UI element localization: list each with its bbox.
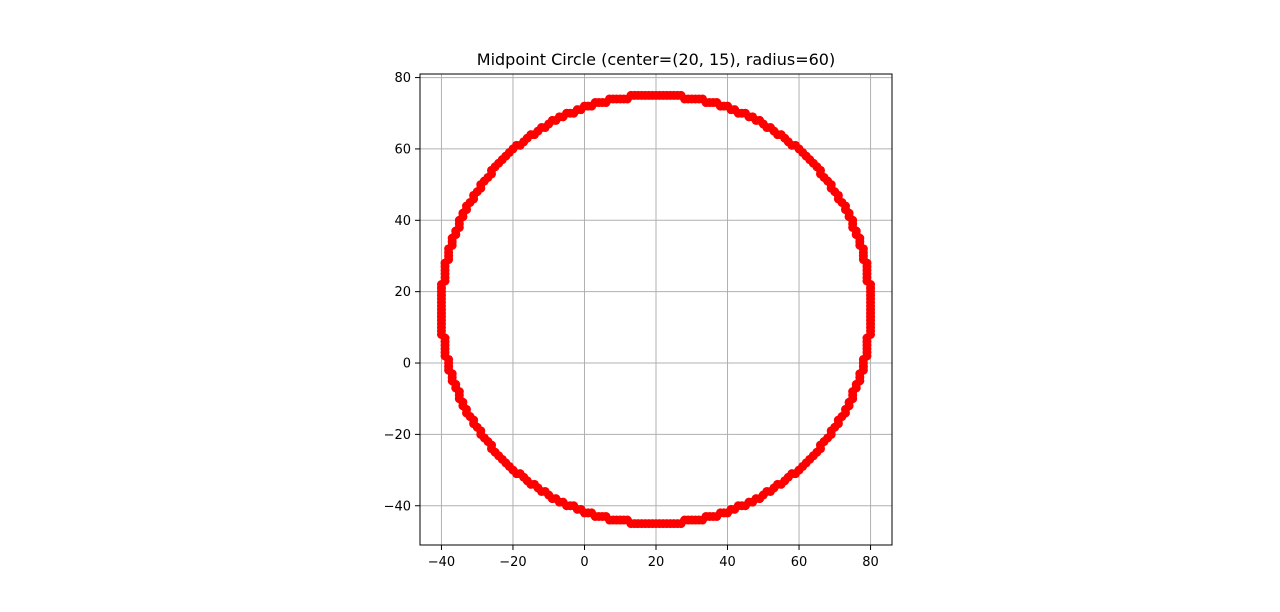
data-point [501, 458, 511, 468]
x-tick-label: −20 [499, 555, 526, 570]
grid-lines [420, 74, 892, 545]
y-tick-label: 60 [394, 142, 411, 157]
x-tick-label: −40 [428, 555, 455, 570]
x-tick-label: 40 [719, 555, 736, 570]
data-points [436, 90, 876, 529]
data-point [497, 155, 507, 165]
y-tick-label: 0 [403, 357, 411, 372]
x-tick-label: 60 [791, 555, 808, 570]
y-tick-label: 20 [394, 285, 411, 300]
y-tick-label: −40 [384, 499, 411, 514]
x-tick-label: 0 [580, 555, 588, 570]
axis-ticks: −40 −20 0 20 40 60 80 −40 −20 0 20 40 60 80 [384, 71, 879, 570]
x-tick-label: 80 [862, 555, 879, 570]
x-tick-label: 20 [648, 555, 665, 570]
chart-title: Midpoint Circle (center=(20, 15), radius… [477, 50, 835, 69]
y-tick-label: −20 [384, 428, 411, 443]
y-tick-label: 80 [394, 71, 411, 86]
data-point [801, 151, 811, 161]
y-tick-label: 40 [394, 214, 411, 229]
data-point [805, 454, 815, 464]
